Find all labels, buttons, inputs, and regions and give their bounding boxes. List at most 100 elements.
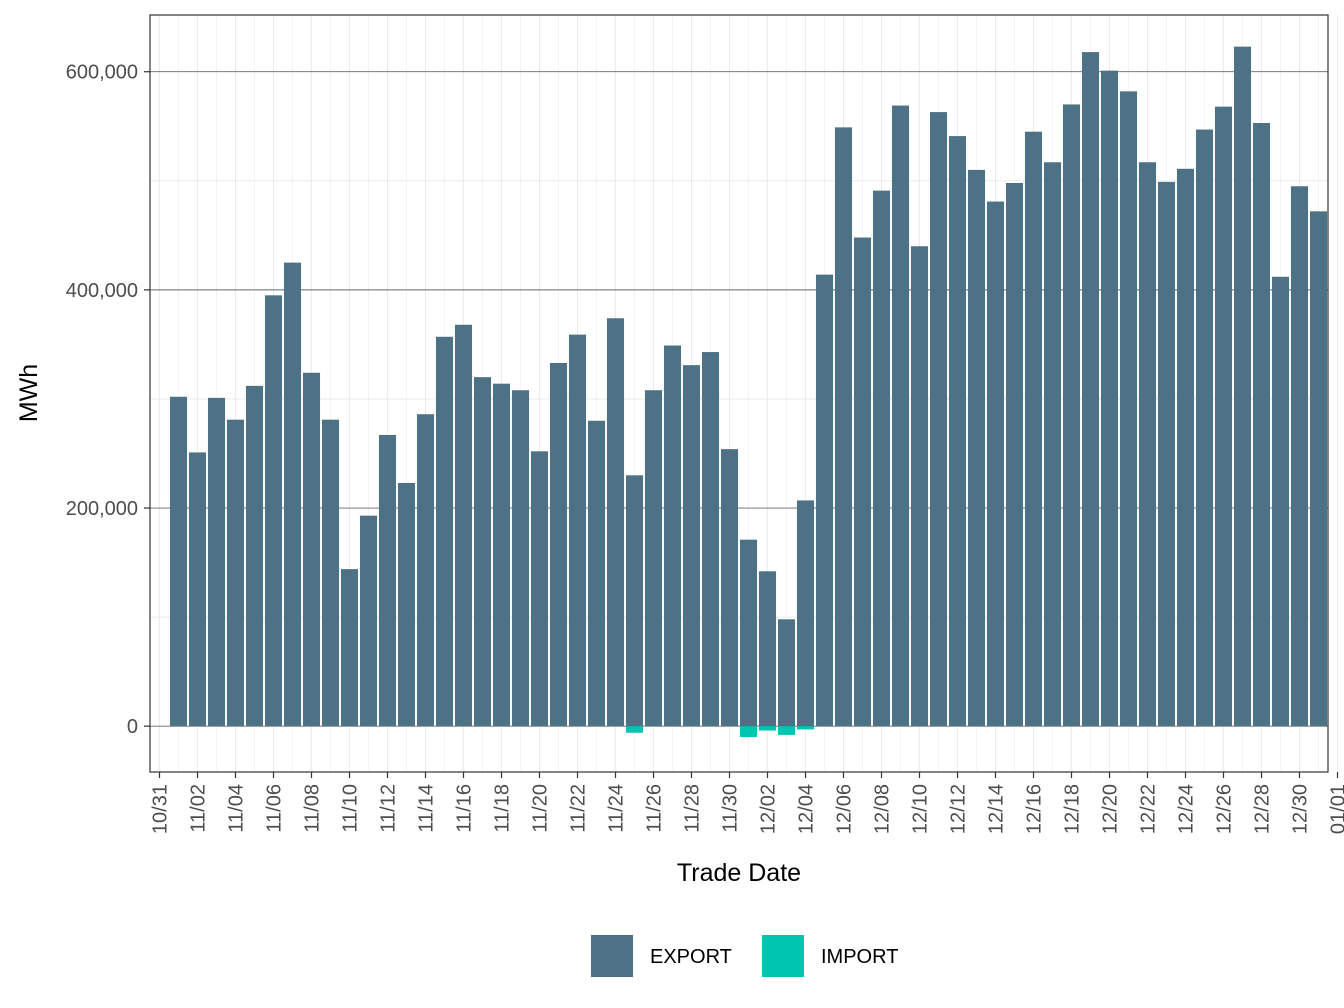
bar-export-11-29 xyxy=(701,352,720,727)
x-axis-title: Trade Date xyxy=(677,859,801,887)
bar-export-12-16 xyxy=(1024,131,1043,727)
bar-export-11-25 xyxy=(625,475,644,727)
bar-export-11-30 xyxy=(720,449,739,727)
bar-import-11-25 xyxy=(625,726,644,733)
bar-export-11-02 xyxy=(188,452,207,727)
bar-export-12-29 xyxy=(1271,276,1290,727)
x-tick-label: 11/16 xyxy=(454,784,476,833)
x-tick-label: 12/08 xyxy=(872,784,894,834)
bar-export-12-09 xyxy=(891,105,910,727)
bar-export-12-02 xyxy=(758,571,777,727)
bar-export-11-20 xyxy=(530,451,549,727)
x-tick-label: 12/16 xyxy=(1024,784,1046,834)
bar-export-11-06 xyxy=(264,295,283,727)
x-tick-label: 12/10 xyxy=(910,784,932,834)
y-axis-title: MWh xyxy=(15,364,43,422)
x-tick-label: 12/06 xyxy=(834,784,856,834)
bar-export-12-31 xyxy=(1309,211,1328,727)
x-tick-label: 12/18 xyxy=(1062,784,1084,834)
bar-export-12-20 xyxy=(1100,70,1119,727)
y-tick-label: 400,000 xyxy=(66,280,138,302)
y-tick-label: 600,000 xyxy=(66,62,138,84)
bar-export-11-04 xyxy=(226,419,245,727)
bar-export-12-21 xyxy=(1119,91,1138,727)
bar-export-11-16 xyxy=(454,324,473,727)
bar-export-11-10 xyxy=(340,569,359,727)
bar-export-11-09 xyxy=(321,419,340,727)
y-axis: 0 200,000 400,000 600,000 xyxy=(66,62,150,738)
bar-export-11-22 xyxy=(568,334,587,727)
x-tick-label: 12/20 xyxy=(1100,784,1122,834)
bar-export-11-15 xyxy=(435,336,454,727)
bar-export-12-18 xyxy=(1062,104,1081,727)
x-tick-label: 12/14 xyxy=(986,784,1008,834)
x-tick-label: 12/12 xyxy=(948,784,970,834)
bar-export-12-11 xyxy=(929,112,948,727)
bar-export-11-18 xyxy=(492,383,511,727)
x-tick-label: 12/02 xyxy=(758,784,780,834)
bar-export-11-26 xyxy=(644,390,663,727)
bar-export-11-05 xyxy=(245,385,264,727)
bar-export-11-12 xyxy=(378,434,397,727)
x-tick-label: 12/26 xyxy=(1214,784,1236,834)
y-tick-label: 0 xyxy=(127,716,138,738)
bar-export-12-15 xyxy=(1005,182,1024,727)
bar-export-12-28 xyxy=(1252,122,1271,727)
x-tick-label: 11/08 xyxy=(302,784,324,833)
bar-export-11-27 xyxy=(663,345,682,727)
bar-export-11-23 xyxy=(587,420,606,727)
x-tick-label: 11/10 xyxy=(340,784,362,833)
x-tick-label: 11/12 xyxy=(378,784,400,833)
bar-export-12-30 xyxy=(1290,186,1309,727)
bar-export-11-08 xyxy=(302,372,321,727)
bar-export-12-23 xyxy=(1157,181,1176,727)
bar-export-11-24 xyxy=(606,318,625,727)
x-tick-label: 11/20 xyxy=(530,784,552,833)
x-tick-label: 12/22 xyxy=(1138,784,1160,834)
x-tick-label: 12/04 xyxy=(796,784,818,834)
x-tick-label: 11/02 xyxy=(188,784,210,833)
bar-import-12-04 xyxy=(796,726,815,730)
bar-export-11-28 xyxy=(682,365,701,727)
legend: EXPORT IMPORT xyxy=(591,935,898,977)
bar-export-12-14 xyxy=(986,201,1005,727)
bar-export-12-01 xyxy=(739,539,758,727)
bar-export-12-03 xyxy=(777,619,796,727)
bar-export-12-06 xyxy=(834,127,853,727)
bars xyxy=(169,46,1328,738)
bar-export-11-11 xyxy=(359,515,378,727)
panel-border xyxy=(149,14,1329,773)
x-tick-label: 11/26 xyxy=(644,784,666,833)
legend-label-import: IMPORT xyxy=(821,946,898,968)
bar-export-12-27 xyxy=(1233,46,1252,727)
x-tick-label: 10/31 xyxy=(150,784,172,834)
legend-key-import xyxy=(762,935,804,977)
bar-export-11-14 xyxy=(416,414,435,727)
bar-export-12-17 xyxy=(1043,162,1062,727)
bar-import-12-03 xyxy=(777,726,796,735)
bar-export-12-13 xyxy=(967,169,986,727)
bar-export-12-22 xyxy=(1138,162,1157,727)
bar-import-12-01 xyxy=(739,726,758,738)
bar-export-11-21 xyxy=(549,362,568,727)
bar-export-11-07 xyxy=(283,262,302,727)
x-tick-label: 11/30 xyxy=(720,784,742,833)
x-tick-label: 11/06 xyxy=(264,784,286,833)
bar-export-12-24 xyxy=(1176,168,1195,727)
bar-export-12-25 xyxy=(1195,129,1214,727)
x-tick-label: 01/01 xyxy=(1328,784,1344,834)
x-tick-label: 11/24 xyxy=(606,784,628,833)
bar-export-12-08 xyxy=(872,190,891,727)
bar-export-12-19 xyxy=(1081,52,1100,727)
bar-export-11-03 xyxy=(207,397,226,727)
y-tick-label: 200,000 xyxy=(66,498,138,520)
x-tick-label: 11/18 xyxy=(492,784,514,833)
x-axis: 10/31 11/02 11/04 11/06 11/08 11/10 11/12 11/14… xyxy=(150,772,1344,834)
x-tick-label: 12/24 xyxy=(1176,784,1198,834)
legend-label-export: EXPORT xyxy=(650,946,732,968)
bar-export-11-13 xyxy=(397,482,416,727)
legend-key-export xyxy=(591,935,633,977)
bar-export-12-10 xyxy=(910,246,929,727)
bar-export-12-12 xyxy=(948,136,967,727)
